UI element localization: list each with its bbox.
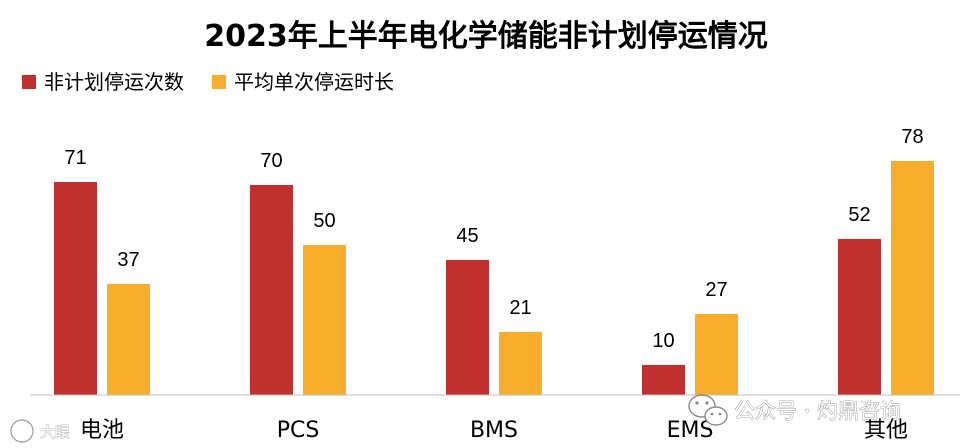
data-label-1-4: 10	[652, 330, 674, 352]
bar-1-2	[250, 185, 293, 395]
data-label-2-4: 27	[705, 279, 727, 301]
legend-label-2: 平均单次停运时长	[234, 70, 394, 94]
watermark-right: 公众号 · 灼鼎咨询	[688, 394, 901, 426]
legend-label-1: 非计划停运次数	[44, 70, 184, 94]
chart-title: 2023年上半年电化学储能非计划停运情况	[204, 19, 768, 54]
data-label-2-3: 21	[509, 297, 531, 319]
watermark-logo-icon	[10, 419, 34, 443]
bar-1-3	[446, 260, 489, 395]
data-label-1-1: 71	[64, 147, 86, 169]
data-label-2-1: 37	[117, 249, 139, 271]
data-label-1-2: 70	[260, 150, 282, 172]
data-label-1-3: 45	[456, 225, 478, 247]
watermark-left: 大眼	[10, 419, 70, 443]
x-tick-label-2: PCS	[277, 418, 320, 443]
data-label-2-5: 78	[901, 126, 923, 148]
legend: 非计划停运次数 平均单次停运时长	[22, 70, 394, 94]
x-tick-label-3: BMS	[470, 418, 518, 443]
bars	[54, 161, 934, 395]
bar-1-1	[54, 182, 97, 395]
watermark-left-text: 大眼	[40, 423, 70, 441]
x-tick-label-1: 电池	[80, 418, 124, 443]
legend-swatch-1	[22, 75, 36, 89]
x-tick-label-4: EMS	[667, 418, 714, 443]
x-axis-tick-labels: 电池 PCS BMS EMS 其他	[80, 418, 908, 443]
bar-2-2	[303, 245, 346, 395]
bar-1-5	[838, 239, 881, 395]
value-labels: 71 37 70 50 45 21 10 27 52 78	[64, 126, 923, 352]
wechat-icon	[688, 394, 728, 426]
bar-2-5	[891, 161, 934, 395]
bar-1-4	[642, 365, 685, 395]
bar-2-4	[695, 314, 738, 395]
data-label-2-2: 50	[313, 210, 335, 232]
bar-2-1	[107, 284, 150, 395]
x-tick-label-5: 其他	[864, 418, 908, 443]
bar-2-3	[499, 332, 542, 395]
watermark-right-text: 公众号 · 灼鼎咨询	[734, 399, 901, 423]
legend-swatch-2	[212, 75, 226, 89]
data-label-1-5: 52	[848, 204, 870, 226]
